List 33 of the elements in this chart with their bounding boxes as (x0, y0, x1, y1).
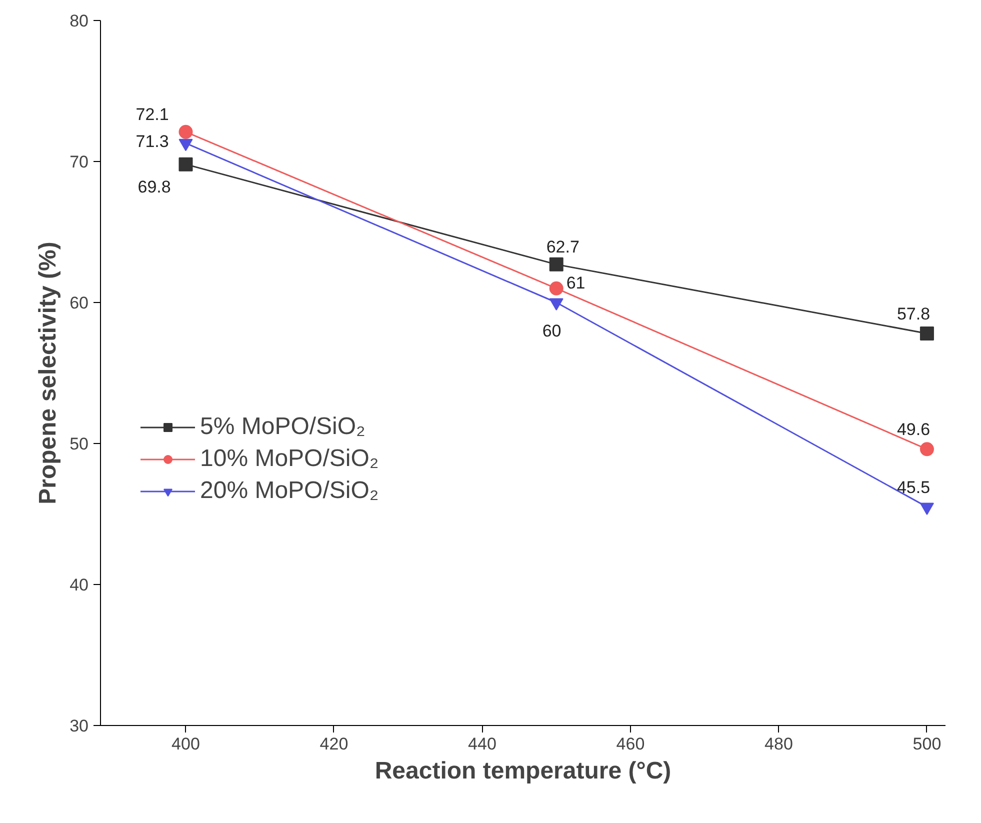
point (920, 502, 934, 515)
point (178, 124, 193, 139)
x-tick-label: 480 (764, 734, 793, 754)
data-label: 72.1 (136, 104, 169, 124)
data-label: 45.5 (896, 478, 930, 497)
y-tick-label: 80 (70, 12, 89, 30)
y-tick-label: 70 (70, 152, 89, 172)
point (920, 442, 934, 456)
data-label: 71.3 (136, 132, 169, 152)
data-label: 62.7 (546, 237, 580, 256)
data-label: 49.6 (896, 420, 930, 440)
y-axis-title: Propene selectivity (%) (34, 242, 62, 504)
y-tick-label: 50 (70, 434, 89, 454)
point (549, 257, 564, 272)
point (549, 281, 564, 296)
data-label: 61 (566, 273, 586, 292)
legend-label: 10% MoPO/SiO₂ (200, 445, 379, 473)
legend-label: 20% MoPO/SiO₂ (200, 477, 379, 505)
x-tick-label: 420 (320, 734, 348, 754)
x-tick-label: 500 (912, 734, 942, 754)
x-tick-label: 440 (468, 734, 496, 754)
x-tick-label: 400 (172, 734, 200, 754)
x-tick-label: 460 (616, 734, 645, 754)
y-tick-label: 40 (70, 576, 89, 594)
data-label: 57.8 (896, 304, 930, 324)
data-label: 60 (542, 322, 562, 340)
y-tick-label: 30 (70, 716, 89, 736)
point (920, 326, 934, 341)
data-label: 69.8 (138, 177, 171, 196)
x-axis-title: Reaction temperature (°C) (374, 758, 672, 784)
y-tick-label: 60 (70, 294, 89, 312)
legend-label: 5% MoPO/SiO₂ (200, 413, 366, 441)
point (178, 157, 193, 172)
